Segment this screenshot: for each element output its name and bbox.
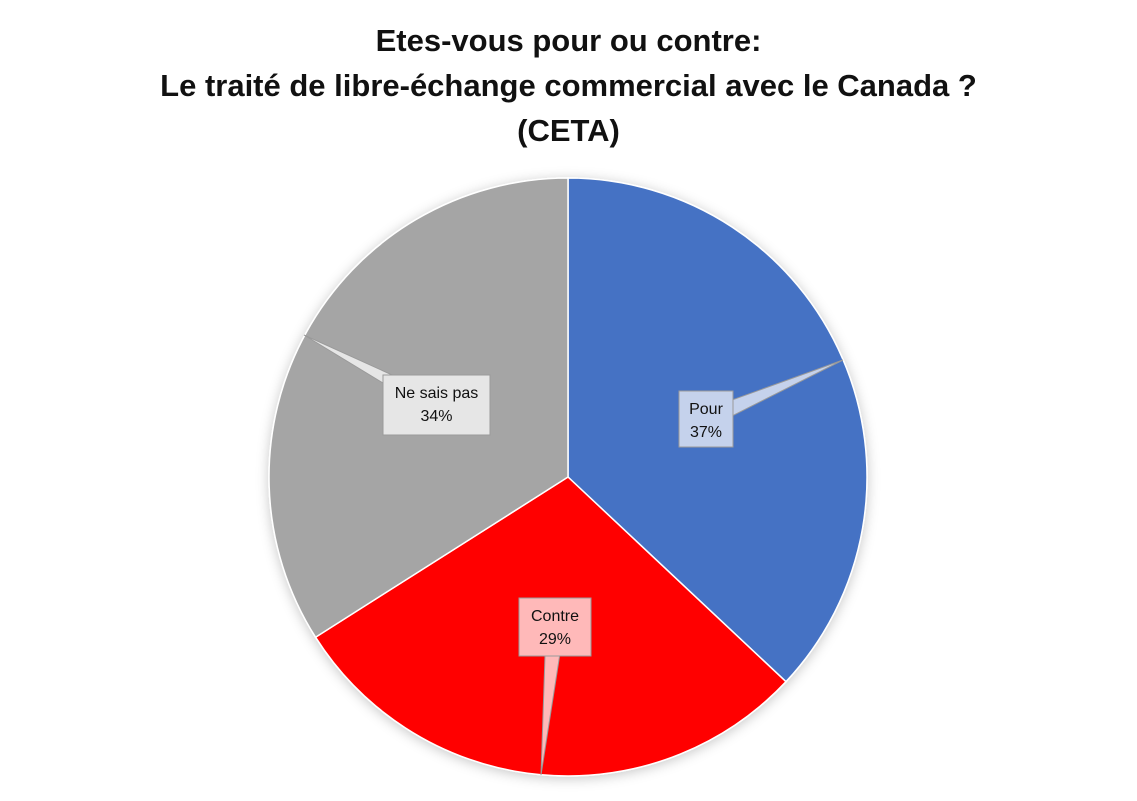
data-label-category: Contre bbox=[531, 608, 579, 625]
pie-data-labels: Pour 37% Contre 29% Ne sais pas 34% bbox=[303, 334, 844, 776]
data-label-value: 29% bbox=[539, 631, 571, 648]
data-label-category: Ne sais pas bbox=[395, 385, 479, 402]
data-label-value: 37% bbox=[690, 424, 722, 441]
chart-title-line-3: (CETA) bbox=[517, 113, 620, 148]
data-label-value: 34% bbox=[420, 408, 452, 425]
chart-title-line-2: Le traité de libre-échange commercial av… bbox=[160, 68, 977, 103]
pie-slices bbox=[268, 177, 868, 777]
data-label-category: Pour bbox=[689, 401, 723, 418]
data-label-pour: Pour 37% bbox=[678, 359, 844, 448]
data-label-box bbox=[518, 597, 592, 657]
data-label-box bbox=[678, 390, 734, 448]
data-label-contre: Contre 29% bbox=[518, 597, 592, 776]
chart-title-line-1: Etes-vous pour ou contre: bbox=[375, 23, 762, 58]
chart-title: Etes-vous pour ou contre: Le traité de l… bbox=[0, 18, 1137, 153]
data-label-ne-sais-pas: Ne sais pas 34% bbox=[303, 334, 491, 436]
data-label-box bbox=[382, 374, 491, 436]
